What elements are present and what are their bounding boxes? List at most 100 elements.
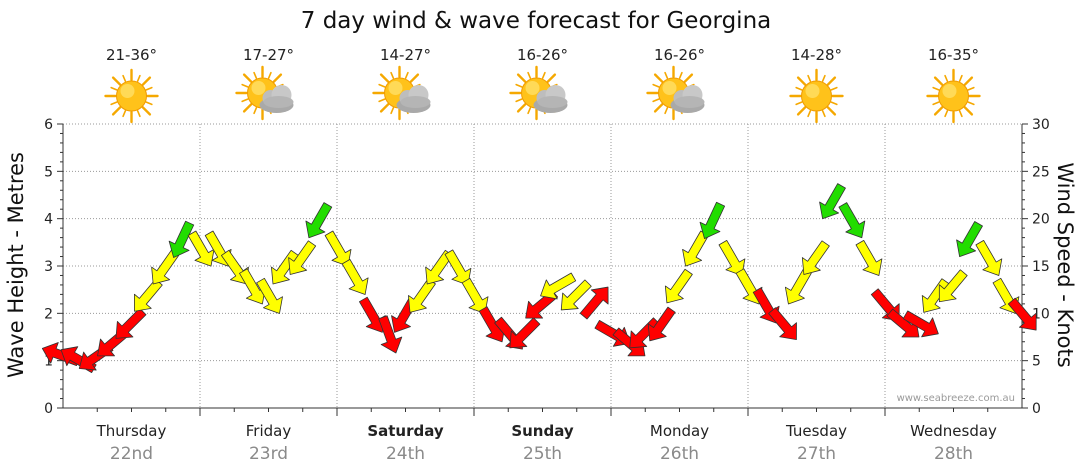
cloud-shape [533,85,568,113]
sun-ray [963,76,974,86]
sun-ray [967,101,975,106]
sun-ray [253,71,258,80]
wind-arrow [902,310,939,338]
left-axis-label: Wave Height - Metres [4,152,28,378]
sun-ray [272,73,283,83]
day-date-label: 25th [523,444,562,464]
right-tick-label: 25 [1032,164,1050,180]
right-tick-label: 5 [1032,354,1041,370]
day-date-label: 27th [797,444,836,464]
sun-ray [379,103,390,113]
cloud-shade [537,96,568,108]
wind-arrow [664,268,693,304]
sun-ray [145,86,153,91]
cloud-shade [400,96,431,108]
sun-highlight [525,81,540,95]
day-temperature: 16-35° [928,46,979,64]
wind-arrow [168,220,195,258]
day-temperature: 16-26° [654,46,705,64]
sun-ray [241,98,249,103]
wind-arrow [956,221,983,258]
credit-text: www.seabreeze.com.au [897,393,1015,404]
sun-ray [932,101,940,106]
sun-icon [104,68,159,124]
day-name-label: Thursday [96,422,167,440]
day-date-label: 24th [386,444,425,464]
sun-ray [541,71,546,80]
sun-ray [378,83,386,88]
wind-arrow [444,249,472,286]
wind-arrow [256,277,283,314]
sun-ray [122,109,127,118]
sun-ray [253,106,258,115]
sun-icon [926,68,981,124]
sun-ray [145,101,153,106]
right-tick-label: 20 [1032,212,1050,228]
wind-arrow [647,306,676,342]
wind-arrow [341,258,369,295]
wind-arrow [288,240,317,275]
sun-ray [821,74,826,83]
sun-ray [110,86,118,91]
wind-arrow [461,277,489,314]
sun-ray [932,86,940,91]
wind-arrow [855,239,883,276]
sun-ray [796,106,807,116]
sun-ray [944,109,949,118]
sun-ray [652,83,660,88]
wind-arrow [938,269,968,303]
partly-cloudy-icon [372,65,431,121]
day-date-label: 26th [660,444,699,464]
wind-arrow [801,240,830,275]
right-tick-label: 15 [1032,259,1050,275]
sun-highlight [805,84,820,98]
cloud-shape [670,85,705,113]
cloud-shape [396,85,431,113]
wind-arrow [359,296,386,333]
sun-ray [136,109,141,118]
sun-ray [527,106,532,115]
sun-ray [267,71,272,80]
wind-arrow [324,230,352,267]
grid-lines [63,123,1022,408]
wind-arrow [579,286,609,320]
wind-arrow [768,307,797,341]
sun-ray [653,73,664,83]
left-tick-label: 5 [44,164,53,180]
wind-arrow [115,307,147,339]
wind-arrow [560,279,592,311]
sun-ray [830,86,838,91]
sun-ray [527,71,532,80]
sun-highlight [942,84,957,98]
sun-ray [516,73,527,83]
left-tick-label: 1 [44,354,53,370]
wind-arrow [378,315,403,354]
sun-ray [390,106,395,115]
partly-cloudy-icon [509,65,568,121]
wind-arrow [540,272,577,300]
sun-ray [933,76,944,86]
sun-highlight [662,81,677,95]
sun-ray [967,86,975,91]
sun-ray [515,98,523,103]
left-tick-label: 0 [44,401,53,417]
left-tick-label: 4 [44,212,53,228]
sun-ray [242,103,253,113]
cloud-shape [259,85,294,113]
day-temperature: 21-36° [106,46,157,64]
day-date-label: 22nd [110,444,153,464]
day-name-label: Saturday [367,422,444,440]
day-temperature: 16-26° [517,46,568,64]
sun-ray [807,109,812,118]
axes: 0123456051015202530Thursday22ndFriday23r… [44,117,1050,464]
sun-ray [111,106,122,116]
wind-arrow [819,183,846,220]
wind-arrow [975,239,1003,276]
right-tick-label: 30 [1032,117,1050,133]
cloud-shade [263,96,294,108]
left-tick-label: 2 [44,306,53,322]
sun-ray [963,106,974,116]
sun-ray [796,76,807,86]
day-temperature: 14-28° [791,46,842,64]
